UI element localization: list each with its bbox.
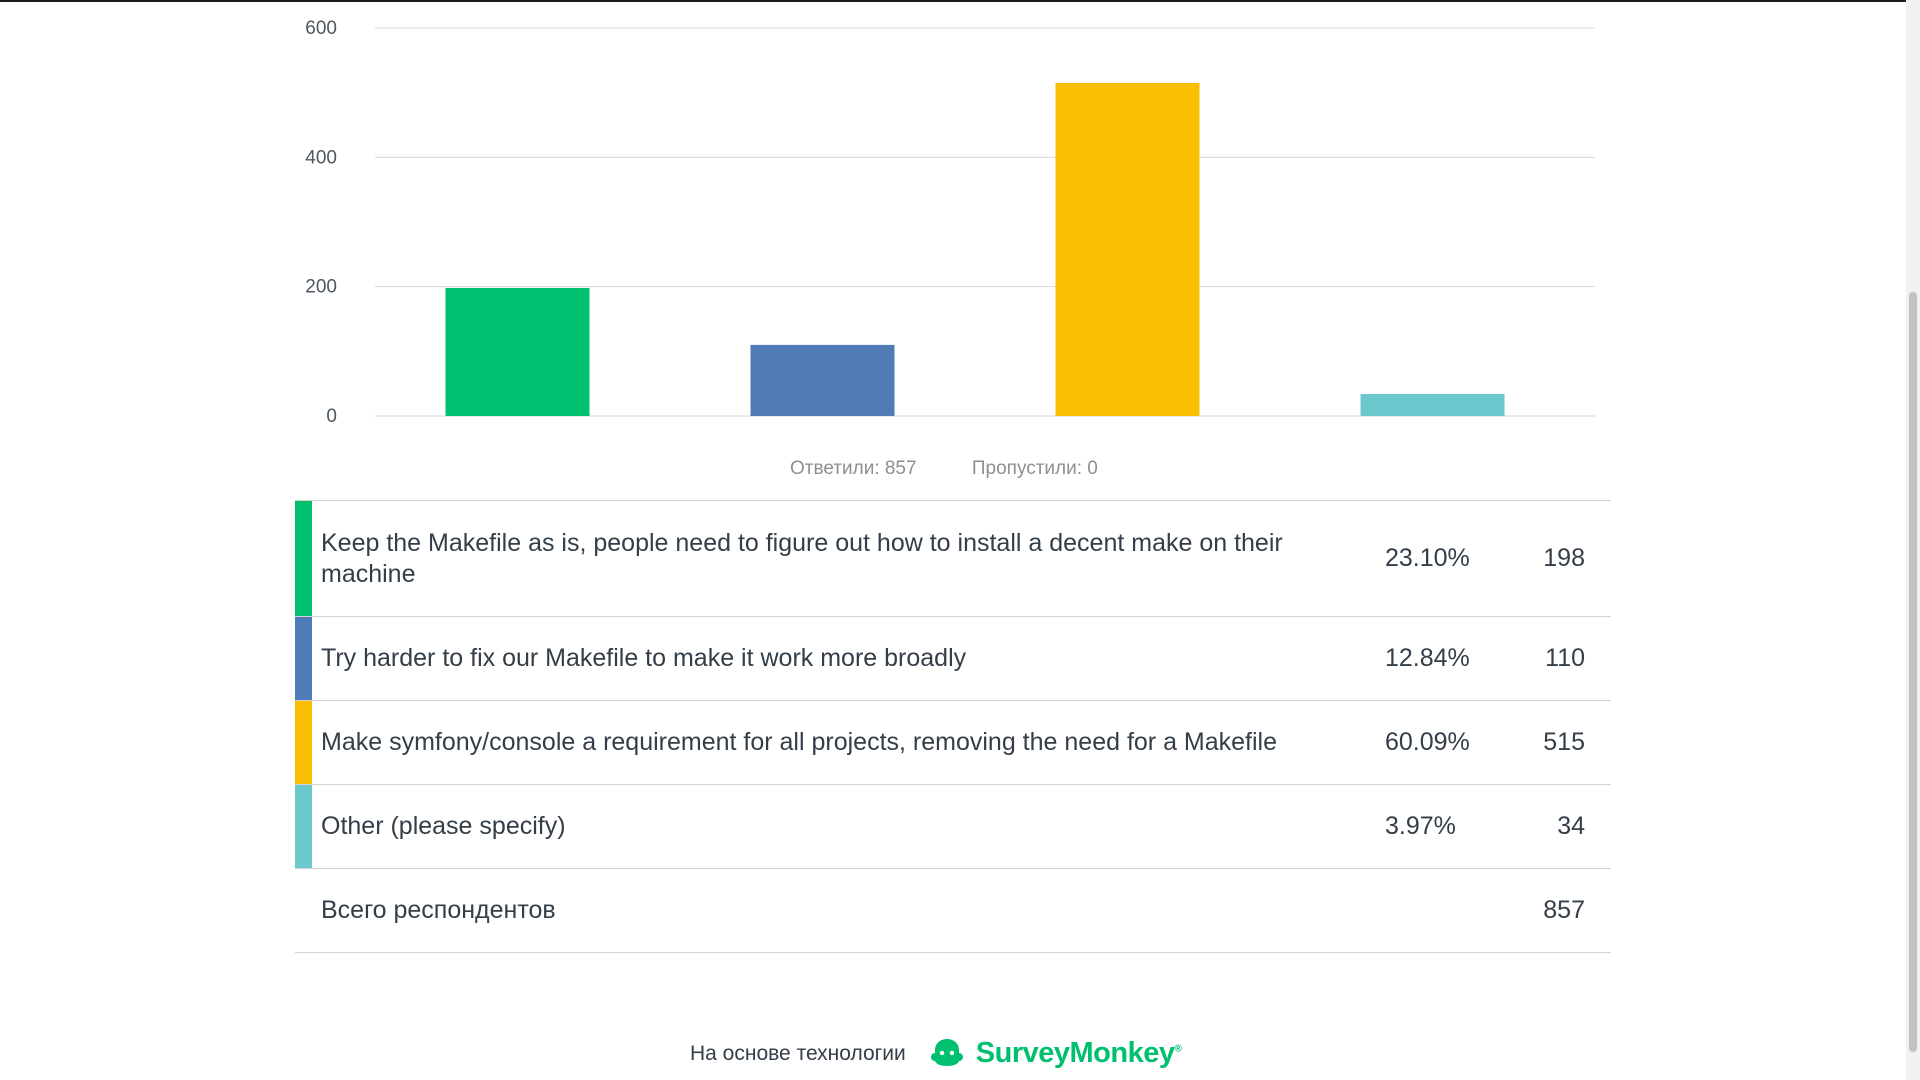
answer-color-swatch: [295, 701, 312, 784]
answer-count: 110: [1545, 644, 1585, 672]
answer-percent: 23.10%: [1385, 544, 1470, 572]
total-respondents-row: Всего респондентов 857: [295, 869, 1611, 953]
answer-label: Other (please specify): [321, 812, 566, 840]
surveymonkey-brand[interactable]: SurveyMonkey®: [976, 1037, 1182, 1070]
answer-label: Try harder to fix our Makefile to make i…: [321, 644, 967, 672]
answer-label: Make symfony/console a requirement for a…: [321, 728, 1278, 756]
answer-percent: 12.84%: [1385, 644, 1470, 672]
powered-by-footer: На основе технологии SurveyMonkey®: [690, 1035, 1182, 1072]
answer-count: 34: [1557, 812, 1585, 840]
skipped-count: Пропустили: 0: [971, 458, 1098, 479]
brand-name: SurveyMonkey: [975, 1037, 1175, 1069]
answer-count: 198: [1543, 544, 1585, 572]
y-tick-label: 600: [305, 18, 337, 39]
answer-row: Try harder to fix our Makefile to make i…: [295, 617, 1611, 701]
window-top-border: [0, 0, 1920, 2]
answered-count: Ответили: 857: [790, 458, 917, 479]
bar-chart: 0 200 400 600: [305, 18, 1595, 427]
answer-label: Keep the Makefile as is, people need to …: [321, 528, 1283, 588]
bar[interactable]: [750, 344, 895, 416]
scrollbar-thumb[interactable]: [1909, 292, 1917, 1052]
answer-percent: 3.97%: [1385, 812, 1456, 840]
powered-by-text: На основе технологии: [690, 1041, 906, 1065]
answer-row: Keep the Makefile as is, people need to …: [295, 501, 1611, 617]
surveymonkey-logo-icon[interactable]: [924, 1035, 970, 1072]
answer-row: Other (please specify) 3.97% 34: [295, 785, 1611, 869]
results-table: Keep the Makefile as is, people need to …: [295, 500, 1611, 953]
y-tick-label: 400: [305, 147, 337, 168]
total-count: 857: [1543, 896, 1585, 924]
answer-color-swatch: [295, 617, 312, 700]
answer-row: Make symfony/console a requirement for a…: [295, 701, 1611, 785]
answer-color-swatch: [295, 785, 312, 868]
response-stats: Ответили: 857 Пропустили: 0: [790, 458, 1148, 480]
total-label: Всего респондентов: [321, 896, 556, 924]
answer-count: 515: [1543, 728, 1585, 756]
y-tick-label: 200: [305, 277, 337, 298]
y-tick-label: 0: [326, 406, 337, 427]
answer-color-swatch: [295, 501, 312, 616]
vertical-scrollbar[interactable]: [1906, 0, 1920, 1080]
bar[interactable]: [445, 287, 590, 416]
bar[interactable]: [1055, 82, 1200, 416]
bar[interactable]: [1360, 394, 1505, 416]
registered-mark: ®: [1174, 1043, 1182, 1055]
answer-percent: 60.09%: [1385, 728, 1470, 756]
